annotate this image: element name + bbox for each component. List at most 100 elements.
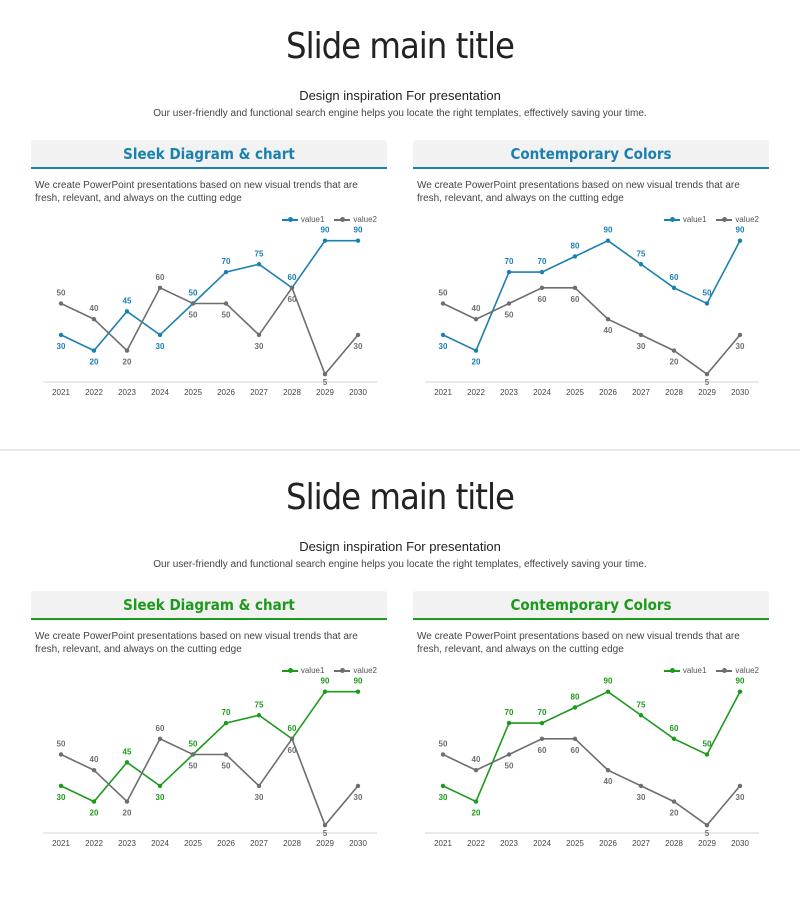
data-label-value2: 60 <box>288 295 297 304</box>
data-label-value1: 90 <box>604 226 613 235</box>
data-label-value2: 30 <box>637 793 646 802</box>
data-label-value2: 50 <box>439 289 448 298</box>
data-point-value1 <box>322 689 328 694</box>
x-tick-label: 2024 <box>151 388 169 397</box>
x-tick-label: 2021 <box>52 388 70 397</box>
data-point-value2 <box>124 799 130 804</box>
data-point-value1 <box>605 238 611 243</box>
x-tick-label: 2025 <box>566 839 584 848</box>
data-label-value2: 30 <box>736 793 745 802</box>
data-point-value2 <box>506 301 512 306</box>
legend-label: value1 <box>300 666 325 675</box>
x-tick-label: 2030 <box>349 388 367 397</box>
x-tick-label: 2021 <box>434 388 452 397</box>
slide-subtitle: Design inspiration For presentation <box>299 88 501 103</box>
data-point-value2 <box>506 752 512 757</box>
series-line-value1 <box>60 690 358 803</box>
data-point-value1 <box>704 752 710 757</box>
data-point-value2 <box>322 822 328 828</box>
data-point-value2 <box>322 371 328 377</box>
data-label-value1: 75 <box>637 700 646 709</box>
data-point-value1 <box>638 713 644 718</box>
legend-swatch-value2 <box>716 667 733 673</box>
data-label-value1: 45 <box>123 747 132 756</box>
data-label-value2: 60 <box>571 295 580 304</box>
data-label-value2: 5 <box>323 378 328 387</box>
data-label-value1: 30 <box>439 793 448 802</box>
slide-description: Our user-friendly and functional search … <box>153 559 647 570</box>
data-label-value2: 60 <box>156 724 165 733</box>
data-point-value1 <box>256 713 262 718</box>
x-tick-label: 2026 <box>599 388 617 397</box>
data-point-value1 <box>506 269 512 275</box>
x-tick-label: 2029 <box>316 839 334 848</box>
data-label-value2: 50 <box>505 311 514 320</box>
data-point-value1 <box>124 309 130 314</box>
data-point-value2 <box>605 317 611 322</box>
data-point-value2 <box>737 783 743 789</box>
data-point-value2 <box>157 285 163 290</box>
data-point-value1 <box>572 254 578 259</box>
data-point-value2 <box>289 285 295 290</box>
x-tick-label: 2027 <box>632 388 650 397</box>
data-label-value2: 50 <box>57 289 66 298</box>
panel-heading: Sleek Diagram & chart <box>31 591 387 620</box>
data-point-value2 <box>190 752 196 757</box>
legend-item-value2: value2 <box>334 666 377 675</box>
data-label-value1: 70 <box>222 257 231 266</box>
data-label-value1: 30 <box>57 342 66 351</box>
x-tick-label: 2023 <box>118 839 136 848</box>
data-label-value2: 20 <box>670 358 679 367</box>
x-tick-label: 2030 <box>731 839 749 848</box>
data-label-value1: 70 <box>222 708 231 717</box>
data-point-value2 <box>539 285 545 290</box>
chart-legend: value1 value2 <box>663 666 759 675</box>
data-point-value2 <box>256 783 262 789</box>
data-label-value1: 45 <box>123 296 132 305</box>
data-label-value1: 60 <box>670 273 679 282</box>
data-label-value1: 75 <box>255 249 264 258</box>
data-point-value1 <box>539 269 545 275</box>
data-label-value1: 30 <box>57 793 66 802</box>
data-label-value2: 20 <box>670 809 679 818</box>
slide-title: Slide main title <box>286 26 515 67</box>
data-point-value2 <box>638 332 644 338</box>
x-tick-label: 2026 <box>217 388 235 397</box>
panel-text: We create PowerPoint presentations based… <box>35 180 358 204</box>
chart-legend: value1 value2 <box>663 215 759 224</box>
data-point-value1 <box>539 720 545 726</box>
x-tick-label: 2025 <box>184 839 202 848</box>
data-label-value1: 50 <box>703 740 712 749</box>
data-point-value2 <box>256 332 262 338</box>
data-label-value1: 50 <box>189 740 198 749</box>
data-label-value2: 40 <box>90 755 99 764</box>
data-point-value2 <box>572 285 578 290</box>
data-label-value1: 90 <box>321 226 330 235</box>
data-label-value1: 60 <box>288 724 297 733</box>
data-point-value1 <box>256 262 262 267</box>
data-label-value1: 75 <box>637 249 646 258</box>
data-point-value1 <box>473 348 479 353</box>
data-point-value1 <box>58 783 64 789</box>
legend-label: value1 <box>682 666 707 675</box>
data-label-value2: 20 <box>123 809 132 818</box>
x-tick-label: 2024 <box>151 839 169 848</box>
line-chart: 2021 2022 2023 2024 2025 2026 2027 2028 2029 2030… <box>425 677 759 848</box>
legend-item-value1: value1 <box>663 215 706 224</box>
series-line-value2 <box>442 286 741 376</box>
line-chart: 2021 2022 2023 2024 2025 2026 2027 2028 2029 2030… <box>43 677 377 848</box>
data-point-value2 <box>638 783 644 789</box>
data-label-value2: 50 <box>189 762 198 771</box>
x-tick-label: 2021 <box>434 839 452 848</box>
data-label-value1: 70 <box>505 708 514 717</box>
data-label-value1: 30 <box>439 342 448 351</box>
data-point-value2 <box>440 752 446 757</box>
x-tick-label: 2023 <box>118 388 136 397</box>
data-label-value1: 20 <box>472 809 481 818</box>
chart-legend: value1 value2 <box>281 215 377 224</box>
legend-item-value1: value1 <box>663 666 707 675</box>
series-line-value2 <box>442 737 741 827</box>
line-chart: 2021 2022 2023 2024 2025 2026 2027 2028 2029 2030… <box>425 226 759 397</box>
data-point-value2 <box>355 332 361 338</box>
panel-text: We create PowerPoint presentations based… <box>417 180 740 204</box>
